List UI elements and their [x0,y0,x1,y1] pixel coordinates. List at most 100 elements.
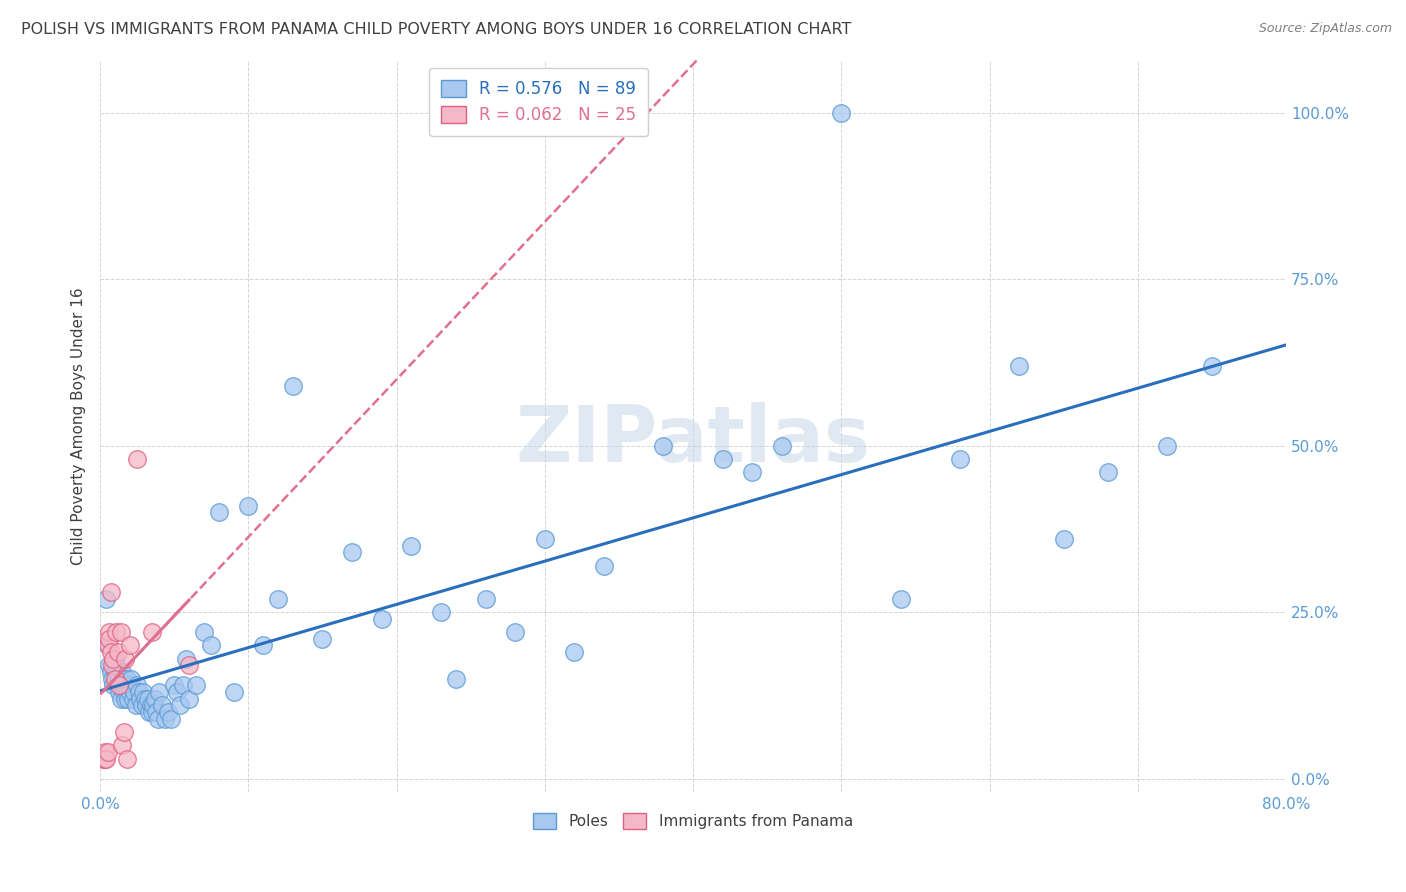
Point [222,685,245,699]
Text: Source: ZipAtlas.com: Source: ZipAtlas.com [1258,22,1392,36]
Point [110,678,132,692]
Point [564,645,586,659]
Point [474,591,496,606]
Point [401,539,423,553]
Point [267,591,290,606]
Point [741,466,763,480]
Point [103,652,125,666]
Point [94,752,117,766]
Point [121,691,143,706]
Point [177,658,200,673]
Point [105,672,128,686]
Point [108,678,131,692]
Point [118,678,141,692]
Point [146,712,169,726]
Point [340,545,363,559]
Point [114,691,136,706]
Point [138,705,160,719]
Point [143,691,166,706]
Point [208,505,231,519]
Point [127,452,149,467]
Point [94,591,117,606]
Point [104,652,127,666]
Point [108,672,131,686]
Point [169,698,191,713]
Point [134,691,156,706]
Point [118,685,141,699]
Legend: Poles, Immigrants from Panama: Poles, Immigrants from Panama [527,807,859,836]
Point [145,705,167,719]
Point [141,705,163,719]
Point [111,678,134,692]
Point [193,625,215,640]
Point [444,672,467,686]
Point [711,452,734,467]
Point [127,678,149,692]
Point [533,532,555,546]
Point [101,672,124,686]
Point [150,698,173,713]
Point [430,605,453,619]
Point [128,685,150,699]
Point [100,645,122,659]
Point [100,665,122,679]
Point [252,639,274,653]
Point [110,691,132,706]
Text: POLISH VS IMMIGRANTS FROM PANAMA CHILD POVERTY AMONG BOYS UNDER 16 CORRELATION C: POLISH VS IMMIGRANTS FROM PANAMA CHILD P… [21,22,852,37]
Point [91,752,114,766]
Point [1008,359,1031,373]
Point [166,685,188,699]
Point [652,439,675,453]
Point [139,698,162,713]
Point [115,672,138,686]
Point [148,685,170,699]
Point [1156,439,1178,453]
Point [186,678,208,692]
Point [141,625,163,640]
Point [142,698,165,713]
Point [1052,532,1074,546]
Point [104,672,127,686]
Point [98,625,121,640]
Point [112,672,135,686]
Text: ZIPatlas: ZIPatlas [516,402,870,478]
Point [172,678,194,692]
Point [103,678,125,692]
Point [105,625,128,640]
Point [132,685,155,699]
Point [593,558,616,573]
Point [135,698,157,713]
Point [118,639,141,653]
Point [114,678,136,692]
Point [949,452,972,467]
Point [114,652,136,666]
Point [120,672,142,686]
Point [107,672,129,686]
Point [131,698,153,713]
Point [174,652,197,666]
Point [107,645,129,659]
Point [117,691,139,706]
Point [1097,466,1119,480]
Point [200,639,222,653]
Point [136,691,159,706]
Point [110,625,132,640]
Point [105,658,128,673]
Point [163,678,186,692]
Point [104,665,127,679]
Point [1201,359,1223,373]
Point [890,591,912,606]
Point [311,632,333,646]
Point [101,658,124,673]
Point [122,685,145,699]
Point [98,658,121,673]
Y-axis label: Child Poverty Among Boys Under 16: Child Poverty Among Boys Under 16 [72,287,86,565]
Point [115,685,138,699]
Point [96,639,118,653]
Point [125,698,148,713]
Point [100,585,122,599]
Point [98,632,121,646]
Point [108,685,131,699]
Point [96,745,118,759]
Point [93,745,115,759]
